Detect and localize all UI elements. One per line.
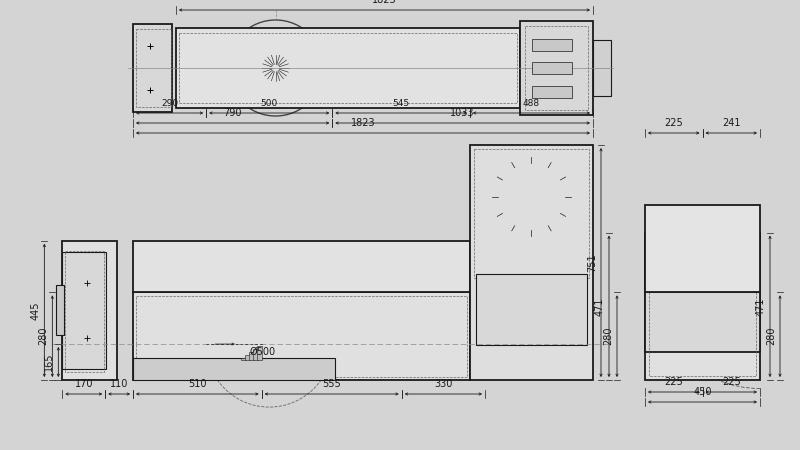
Text: 170: 170 [74, 379, 93, 389]
Text: 280: 280 [766, 327, 776, 346]
Bar [520, 21, 593, 115]
Text: 450: 450 [694, 387, 712, 397]
Bar [176, 28, 520, 108]
Bar [241, 358, 246, 360]
Text: 1823: 1823 [350, 118, 375, 128]
Text: 445: 445 [30, 301, 40, 320]
Bar [66, 251, 104, 372]
Bar [133, 24, 172, 112]
Bar [133, 358, 335, 380]
Text: 751: 751 [587, 253, 597, 272]
Text: 241: 241 [722, 118, 741, 128]
Text: 555: 555 [322, 379, 341, 389]
Bar [245, 355, 250, 360]
Text: 790: 790 [223, 108, 242, 118]
Bar [62, 241, 118, 380]
Text: 225: 225 [722, 377, 741, 387]
Bar [253, 349, 258, 360]
Bar [532, 62, 572, 74]
Text: 165: 165 [44, 353, 54, 371]
Text: 471: 471 [595, 297, 605, 315]
Text: 510: 510 [188, 379, 206, 389]
Text: 280: 280 [38, 327, 48, 346]
Text: 1033: 1033 [450, 108, 475, 118]
Bar [136, 297, 467, 377]
Bar [532, 86, 572, 98]
Bar [645, 292, 760, 352]
Bar [136, 29, 171, 107]
Bar [133, 241, 470, 292]
Bar [593, 40, 611, 96]
Bar [645, 233, 760, 380]
Circle shape [492, 158, 571, 236]
Text: 225: 225 [664, 118, 683, 128]
Text: 500: 500 [261, 99, 278, 108]
Text: 290: 290 [161, 99, 178, 108]
Bar [476, 274, 587, 345]
Text: 471: 471 [756, 297, 766, 315]
Text: 225: 225 [664, 377, 683, 387]
Bar [474, 149, 589, 278]
Bar [56, 285, 64, 335]
Text: 110: 110 [110, 379, 128, 389]
Bar [470, 145, 593, 380]
Bar [645, 205, 760, 292]
Bar [257, 346, 262, 360]
Text: 545: 545 [393, 99, 410, 108]
Bar [532, 39, 572, 50]
Text: 488: 488 [523, 99, 540, 108]
Text: 330: 330 [434, 379, 453, 389]
Bar [62, 252, 106, 369]
Bar [249, 352, 254, 360]
Text: 280: 280 [603, 327, 613, 346]
Ellipse shape [654, 270, 751, 343]
Bar [649, 237, 756, 376]
Text: 1823: 1823 [372, 0, 397, 5]
Text: Ø500: Ø500 [250, 347, 276, 357]
Bar [179, 33, 517, 103]
Bar [133, 292, 470, 380]
Bar [525, 26, 588, 110]
